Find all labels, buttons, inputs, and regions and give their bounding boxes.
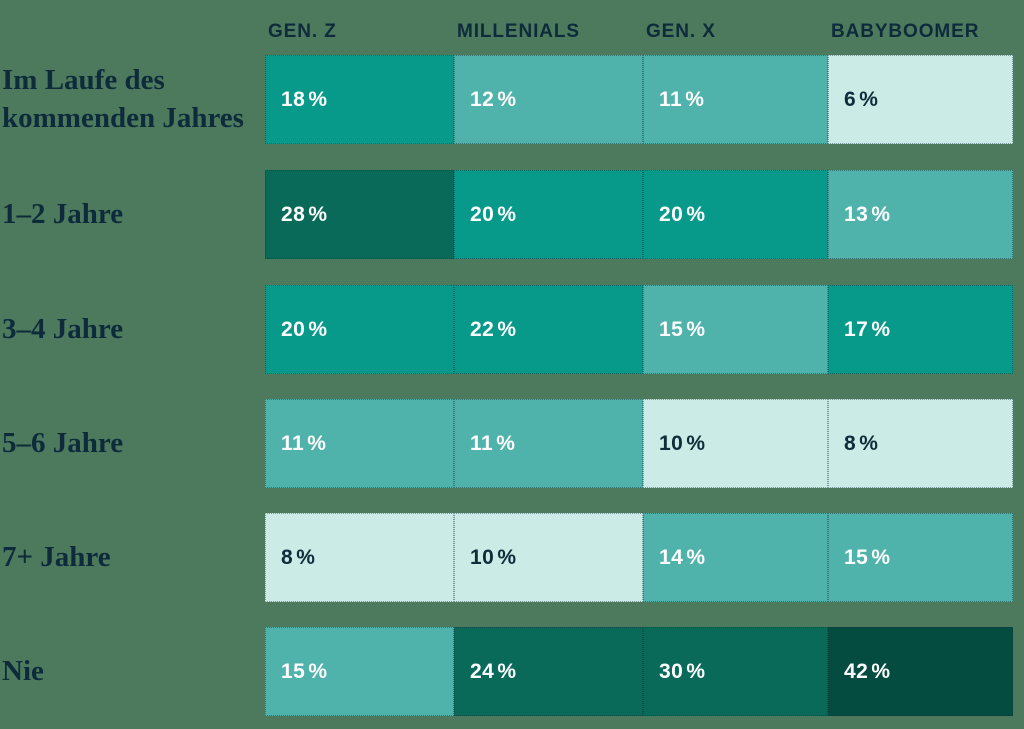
table-row-5-6-jahre: 5–6 Jahre 11% 11% 10% 8% <box>0 399 1024 488</box>
heatmap-cell: 10% <box>454 513 643 602</box>
cell-unit: % <box>497 87 517 111</box>
heatmap-cell: 13% <box>828 170 1013 259</box>
cell-value: 20 <box>659 202 684 226</box>
cell-unit: % <box>686 431 706 455</box>
cell-value: 20 <box>470 202 495 226</box>
cell-unit: % <box>497 545 517 569</box>
heatmap-cell: 42% <box>828 627 1013 716</box>
cell-value: 22 <box>470 317 495 341</box>
heatmap-cell: 10% <box>643 399 828 488</box>
heatmap-cell: 22% <box>454 285 643 374</box>
heatmap-cell: 14% <box>643 513 828 602</box>
cell-value: 42 <box>844 659 869 683</box>
heatmap-cell: 6% <box>828 55 1013 144</box>
column-header-millenials: MILLENIALS <box>457 21 580 42</box>
row-label: 5–6 Jahre <box>2 426 124 459</box>
column-header-babyboomer: BABYBOOMER <box>831 21 980 42</box>
table-row-nie: Nie 15% 24% 30% 42% <box>0 627 1024 716</box>
cell-value: 30 <box>659 659 684 683</box>
cell-value: 14 <box>659 545 684 569</box>
cell-value: 8 <box>281 545 294 569</box>
row-label: Im Laufe des kommenden Jahres <box>2 64 244 134</box>
heatmap-cell: 11% <box>454 399 643 488</box>
cell-unit: % <box>308 317 328 341</box>
cell-unit: % <box>308 659 328 683</box>
cell-unit: % <box>497 659 517 683</box>
row-label: 1–2 Jahre <box>2 197 124 230</box>
cell-unit: % <box>871 317 891 341</box>
table-row-3-4-jahre: 3–4 Jahre 20% 22% 15% 17% <box>0 285 1024 374</box>
cell-value: 18 <box>281 87 306 111</box>
heatmap-cell: 11% <box>265 399 454 488</box>
heatmap-cell: 15% <box>265 627 454 716</box>
heatmap-cell: 8% <box>828 399 1013 488</box>
heatmap-cell: 15% <box>828 513 1013 602</box>
cell-value: 10 <box>470 545 495 569</box>
heatmap-cell: 15% <box>643 285 828 374</box>
cell-unit: % <box>686 659 706 683</box>
cell-unit: % <box>308 87 328 111</box>
heatmap-cell: 18% <box>265 55 454 144</box>
heatmap-cell: 11% <box>643 55 828 144</box>
heatmap-cell: 30% <box>643 627 828 716</box>
cell-value: 28 <box>281 202 306 226</box>
cell-unit: % <box>685 87 705 111</box>
table-row-im-laufe-des-kommenden-jahres: Im Laufe des kommenden Jahres 18% 12% 11% 6% <box>0 55 1024 144</box>
cell-value: 11 <box>659 87 683 111</box>
cell-unit: % <box>686 202 706 226</box>
row-label: 7+ Jahre <box>2 540 111 573</box>
cell-unit: % <box>871 545 891 569</box>
table-row-7-jahre: 7+ Jahre 8% 10% 14% 15% <box>0 513 1024 602</box>
heatmap-cell: 12% <box>454 55 643 144</box>
cell-value: 17 <box>844 317 869 341</box>
cell-unit: % <box>686 317 706 341</box>
heatmap-cell: 20% <box>265 285 454 374</box>
cell-unit: % <box>871 659 891 683</box>
cell-value: 8 <box>844 431 857 455</box>
table-row-1-2-jahre: 1–2 Jahre 28% 20% 20% 13% <box>0 170 1024 259</box>
cell-unit: % <box>859 87 879 111</box>
cell-value: 20 <box>281 317 306 341</box>
cell-value: 10 <box>659 431 684 455</box>
cell-value: 11 <box>281 431 305 455</box>
cell-value: 15 <box>659 317 684 341</box>
heatmap-cell: 28% <box>265 170 454 259</box>
cell-value: 11 <box>470 431 494 455</box>
cell-value: 12 <box>470 87 495 111</box>
cell-unit: % <box>859 431 879 455</box>
cell-value: 15 <box>281 659 306 683</box>
cell-value: 24 <box>470 659 495 683</box>
row-label: Nie <box>2 654 44 687</box>
heatmap-cell: 20% <box>643 170 828 259</box>
heatmap-cell: 17% <box>828 285 1013 374</box>
cell-unit: % <box>307 431 327 455</box>
heatmap-cell: 20% <box>454 170 643 259</box>
cell-unit: % <box>296 545 316 569</box>
cell-value: 13 <box>844 202 869 226</box>
cell-unit: % <box>686 545 706 569</box>
cell-unit: % <box>497 317 517 341</box>
heatmap-cell: 8% <box>265 513 454 602</box>
column-header-gen-x: GEN. X <box>646 21 716 42</box>
row-label: 3–4 Jahre <box>2 312 124 345</box>
cell-value: 6 <box>844 87 857 111</box>
cell-unit: % <box>308 202 328 226</box>
cell-unit: % <box>871 202 891 226</box>
heatmap-cell: 24% <box>454 627 643 716</box>
cell-value: 15 <box>844 545 869 569</box>
column-header-gen-z: GEN. Z <box>268 21 337 42</box>
cell-unit: % <box>496 431 516 455</box>
cell-unit: % <box>497 202 517 226</box>
